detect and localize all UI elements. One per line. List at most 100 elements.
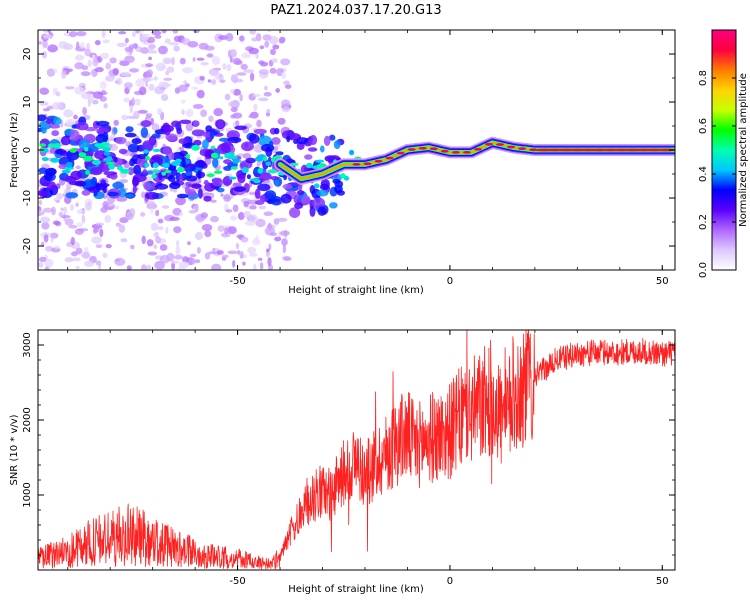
top-y-axis-label: Frequency (Hz) xyxy=(9,112,20,188)
heatmap-cell xyxy=(88,186,97,193)
heatmap-peak xyxy=(485,142,493,146)
heatmap-cell xyxy=(312,197,326,209)
heatmap-cell xyxy=(198,188,203,199)
heatmap-cell xyxy=(210,152,219,159)
heatmap-cell xyxy=(210,215,219,223)
heatmap-cell xyxy=(280,58,291,66)
heatmap-cell xyxy=(175,246,181,255)
heatmap-cell xyxy=(117,165,123,171)
heatmap-cell xyxy=(233,80,237,84)
heatmap-cell xyxy=(75,165,81,170)
heatmap-cell xyxy=(141,235,146,245)
heatmap-cell xyxy=(38,206,42,212)
heatmap-cell xyxy=(56,193,63,200)
heatmap-cell xyxy=(172,30,179,34)
heatmap-cell xyxy=(38,256,47,263)
heatmap-cell xyxy=(94,40,101,46)
heatmap-ridge xyxy=(274,136,675,185)
heatmap-cell xyxy=(221,254,229,259)
heatmap-cell xyxy=(75,202,79,207)
spectrogram-panel: -50 0 50 -20 -10 0 10 20 Height of straight li… xyxy=(9,29,676,296)
heatmap-cell xyxy=(208,68,219,77)
heatmap-cell xyxy=(87,59,92,68)
heatmap-cell xyxy=(224,227,229,235)
heatmap-cell xyxy=(277,117,286,125)
heatmap-cell xyxy=(127,143,140,153)
heatmap-cell xyxy=(243,211,252,218)
heatmap-cell xyxy=(230,215,238,221)
heatmap-cell xyxy=(75,31,87,37)
heatmap-cell xyxy=(187,41,199,48)
heatmap-cell xyxy=(69,129,80,141)
heatmap-cell xyxy=(118,31,127,35)
heatmap-cell xyxy=(63,109,74,118)
top-y-ticks: -20 -10 0 10 20 xyxy=(22,29,675,271)
heatmap-cell xyxy=(217,143,231,155)
heatmap-cell xyxy=(124,212,134,221)
heatmap-cell xyxy=(69,148,77,153)
heatmap-cell xyxy=(228,100,240,108)
heatmap-cell xyxy=(248,214,259,223)
heatmap-cell xyxy=(173,45,180,52)
heatmap-cell xyxy=(154,260,165,270)
heatmap-cell xyxy=(153,232,158,238)
heatmap-cell xyxy=(271,198,282,206)
heatmap-cell xyxy=(205,125,213,133)
heatmap-cell xyxy=(53,245,60,249)
heatmap-cell xyxy=(53,68,58,74)
heatmap-cell xyxy=(304,154,313,160)
heatmap-cell xyxy=(52,117,62,126)
heatmap-cell xyxy=(230,89,235,94)
heatmap-cell xyxy=(332,179,341,184)
heatmap-cell xyxy=(154,183,169,190)
heatmap-cell xyxy=(201,224,213,232)
heatmap-cell xyxy=(148,83,155,91)
heatmap-cell xyxy=(113,127,118,134)
heatmap-cell xyxy=(153,76,158,81)
heatmap-peak xyxy=(352,163,361,166)
heatmap-cell xyxy=(230,106,238,113)
heatmap-cell xyxy=(227,226,237,235)
heatmap-cell xyxy=(305,162,313,169)
heatmap-cell xyxy=(188,188,197,198)
heatmap-cell xyxy=(182,256,190,263)
heatmap-cell xyxy=(116,42,128,48)
heatmap-cell xyxy=(46,68,56,77)
heatmap-cell xyxy=(246,174,251,180)
heatmap-cell xyxy=(104,215,112,223)
heatmap-cell xyxy=(102,252,108,258)
heatmap-cell xyxy=(258,60,265,65)
heatmap-cell xyxy=(210,79,217,85)
heatmap-cell xyxy=(258,205,267,210)
x-tick-label: -50 xyxy=(229,276,245,287)
heatmap-cell xyxy=(83,155,94,162)
heatmap-cell xyxy=(119,179,129,184)
heatmap-cell xyxy=(197,170,202,180)
heatmap-cell xyxy=(148,56,153,61)
heatmap-cell xyxy=(41,222,50,230)
heatmap-cell xyxy=(141,33,150,38)
heatmap-cell xyxy=(269,232,278,237)
heatmap-cell xyxy=(264,190,277,200)
heatmap-cell xyxy=(91,159,102,166)
heatmap-cell xyxy=(223,159,232,165)
heatmap-cell xyxy=(259,262,264,270)
heatmap-cell xyxy=(239,93,243,102)
heatmap-cell xyxy=(280,193,292,204)
heatmap-cell xyxy=(41,157,49,162)
heatmap-cell xyxy=(202,139,209,149)
heatmap-cell xyxy=(78,152,87,158)
heatmap-cell xyxy=(243,201,249,207)
heatmap-cell xyxy=(65,119,76,126)
heatmap-cell xyxy=(127,167,134,176)
heatmap-cell xyxy=(249,30,257,35)
heatmap-cell xyxy=(249,72,255,82)
heatmap-cell xyxy=(232,57,242,65)
heatmap-cell xyxy=(53,143,61,149)
heatmap-cell xyxy=(178,261,190,269)
heatmap-cell xyxy=(204,252,211,260)
heatmap-cell xyxy=(333,140,341,150)
heatmap-cell xyxy=(230,74,239,83)
heatmap-cell xyxy=(232,112,243,119)
y-tick-label: 1000 xyxy=(22,482,33,507)
